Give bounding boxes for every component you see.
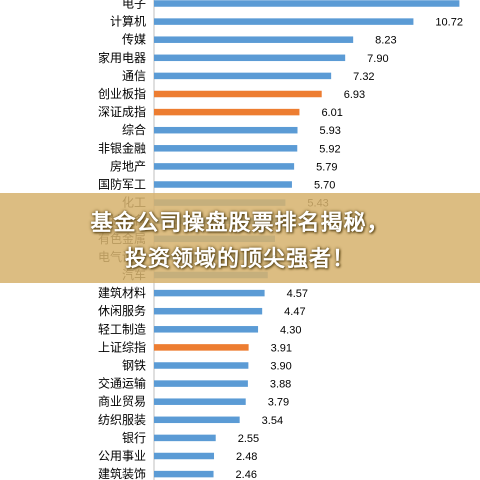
- banner-title-line-1: 基金公司操盘股票排名揭秘，: [90, 211, 390, 236]
- category-label: 纺织服装: [98, 413, 146, 427]
- category-label: 建筑装饰: [98, 466, 146, 480]
- value-label: 6.01: [321, 107, 342, 119]
- value-labels-group: 12.6210.728.237.907.326.936.015.935.925.…: [236, 17, 463, 480]
- value-label: 3.54: [262, 415, 283, 427]
- value-label: 6.93: [344, 89, 365, 101]
- category-label: 深证成指: [98, 104, 146, 119]
- category-label: 综合: [122, 122, 146, 137]
- title-banner: [0, 193, 480, 283]
- value-label: 5.92: [319, 143, 340, 155]
- bar: [154, 452, 215, 460]
- value-label: 7.90: [367, 53, 388, 65]
- bar: [154, 145, 298, 152]
- bar: [154, 326, 259, 333]
- category-label: 传媒: [122, 32, 146, 47]
- bar: [154, 126, 298, 134]
- category-labels-group: 电子计算机传媒家用电器通信创业板指深证成指综合非银金融房地产国防军工化工机械设备…: [98, 0, 146, 480]
- value-label: 10.72: [435, 17, 463, 29]
- value-label: 4.47: [284, 306, 305, 318]
- bar: [154, 18, 414, 25]
- value-label: 3.90: [270, 361, 291, 373]
- category-label: 公用事业: [98, 449, 146, 463]
- bar: [154, 163, 295, 170]
- bar: [154, 72, 332, 80]
- bar: [154, 470, 214, 478]
- category-label: 轻工制造: [98, 322, 146, 336]
- value-label: 3.91: [271, 342, 292, 354]
- bar: [154, 36, 354, 43]
- value-label: 2.55: [238, 433, 259, 445]
- value-label: 4.57: [287, 288, 308, 300]
- value-label: 2.48: [236, 451, 257, 463]
- bar: [154, 434, 216, 442]
- category-label: 钢铁: [122, 359, 146, 373]
- bar: [154, 307, 263, 315]
- category-label: 非银金融: [98, 140, 146, 155]
- value-label: 4.30: [280, 324, 301, 336]
- bar: [154, 344, 249, 351]
- banner-title-line-2: 投资领域的顶尖强者！: [124, 247, 355, 272]
- bar: [154, 289, 265, 297]
- category-label: 休闲服务: [98, 303, 146, 318]
- value-label: 5.70: [314, 180, 335, 192]
- bar: [154, 181, 292, 188]
- bar: [154, 362, 249, 369]
- bar: [154, 90, 322, 98]
- category-label: 交通运输: [98, 376, 146, 391]
- value-label: 7.32: [353, 71, 374, 83]
- bar: [154, 380, 248, 387]
- category-label: 银行: [122, 431, 146, 445]
- category-label: 国防军工: [98, 177, 146, 192]
- category-label: 建筑材料: [98, 285, 146, 300]
- category-label: 通信: [122, 69, 146, 83]
- bar: [154, 54, 346, 62]
- bar: [154, 108, 300, 116]
- category-label: 电子: [122, 0, 146, 11]
- category-label: 计算机: [110, 14, 146, 29]
- value-label: 5.93: [320, 125, 341, 137]
- bar: [154, 398, 246, 405]
- value-label: 3.79: [268, 397, 289, 409]
- value-label: 8.23: [375, 35, 396, 47]
- category-label: 上证综指: [98, 339, 146, 354]
- bar: [154, 416, 240, 424]
- category-label: 商业贸易: [98, 394, 146, 409]
- category-label: 家用电器: [98, 50, 146, 65]
- value-label: 3.88: [270, 379, 291, 391]
- value-label: 5.79: [316, 161, 337, 173]
- category-label: 房地产: [110, 158, 146, 173]
- category-label: 创业板指: [98, 86, 146, 101]
- value-label: 2.46: [236, 469, 257, 480]
- bar: [154, 0, 460, 7]
